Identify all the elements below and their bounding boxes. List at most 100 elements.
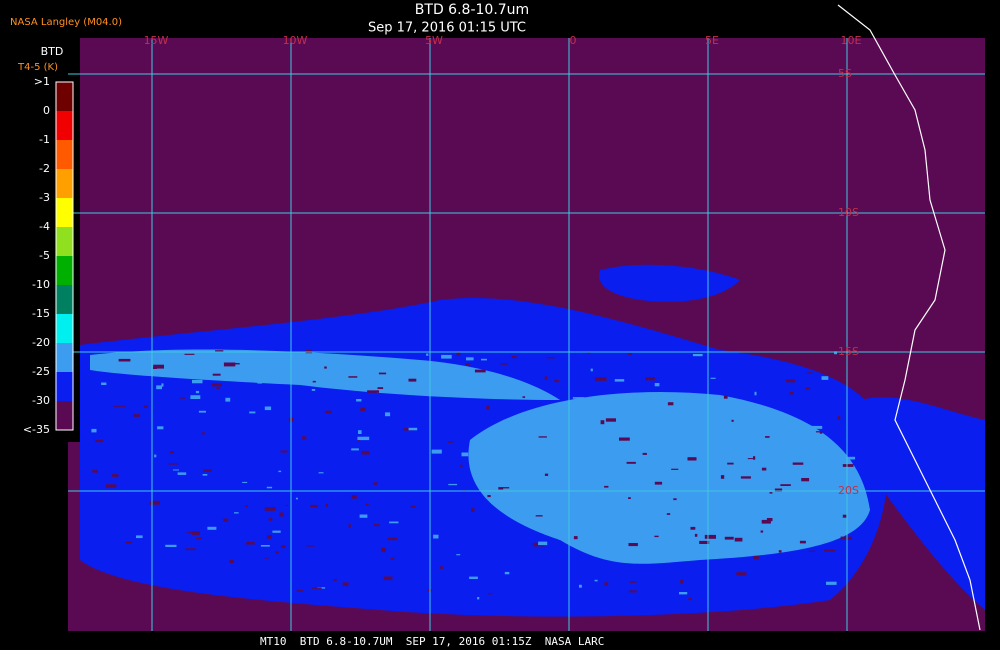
cloud-speckle bbox=[157, 426, 164, 430]
cloud-speckle bbox=[810, 432, 820, 436]
cloud-speckle bbox=[113, 357, 126, 360]
graticule bbox=[68, 38, 985, 631]
cloud-speckle bbox=[439, 566, 443, 569]
cloud-speckle bbox=[538, 436, 547, 438]
cloud-speckle bbox=[196, 537, 202, 539]
cloud-speckle bbox=[408, 378, 417, 382]
cloud-speckle bbox=[169, 451, 174, 454]
cloud-speckle bbox=[720, 475, 725, 479]
cloud-speckle bbox=[546, 459, 553, 463]
footer: MT10 BTD 6.8-10.7UM SEP 17, 2016 01:15Z … bbox=[260, 635, 604, 648]
cloud-speckle bbox=[558, 537, 568, 540]
cloud-speckle bbox=[324, 410, 332, 414]
cloud-speckle bbox=[158, 361, 165, 365]
cloud-speckle bbox=[433, 534, 439, 539]
colorbar-label: -30 bbox=[32, 394, 50, 407]
colorbar-swatch bbox=[56, 256, 73, 285]
cloud-speckle bbox=[504, 571, 510, 575]
cloud-speckle bbox=[372, 482, 378, 485]
cloud-speckle bbox=[312, 380, 316, 383]
cloud-speckle bbox=[840, 536, 852, 540]
cloud-speckle bbox=[373, 524, 380, 527]
cloud-speckle bbox=[383, 576, 393, 581]
cloud-speckle bbox=[727, 462, 734, 465]
cloud-speckle bbox=[503, 488, 515, 492]
cloud-speckle bbox=[544, 376, 548, 380]
colorbar-label: -4 bbox=[39, 220, 50, 233]
cloud-speckle bbox=[667, 402, 674, 406]
cloud-speckle bbox=[704, 534, 716, 539]
title: BTD 6.8-10.7um bbox=[415, 2, 529, 18]
cloud-speckle bbox=[156, 385, 162, 390]
cloud-speckle bbox=[448, 483, 458, 486]
cloud-speckle bbox=[806, 372, 813, 374]
cloud-speckle bbox=[481, 358, 487, 361]
cloud-speckle bbox=[212, 373, 221, 376]
cloud-speckle bbox=[153, 364, 164, 369]
cloud-speckle bbox=[185, 548, 197, 551]
cloud-speckle bbox=[272, 530, 281, 533]
longitude-label: 5W bbox=[425, 34, 443, 47]
coastline bbox=[837, 4, 981, 631]
cloud-speckle bbox=[486, 405, 490, 410]
colorbar-label: -15 bbox=[32, 307, 50, 320]
cloud-speckle bbox=[743, 551, 747, 553]
cloud-speckle bbox=[763, 453, 771, 457]
cloud-speckle bbox=[469, 576, 478, 579]
cloud-speckle bbox=[426, 353, 429, 356]
cloud-speckle bbox=[594, 377, 607, 381]
cloud-speckle bbox=[202, 474, 208, 476]
cloud-blue-patch bbox=[599, 264, 740, 302]
cloud-speckle bbox=[619, 437, 630, 441]
cloud-speckle bbox=[223, 518, 229, 522]
cloud-speckle bbox=[278, 470, 282, 473]
cloud-speckle bbox=[709, 490, 715, 494]
cloud-speckle bbox=[172, 469, 179, 471]
cloud-speckle bbox=[168, 463, 179, 465]
cloud-speckle bbox=[511, 356, 517, 359]
cloud-light-blue-band bbox=[90, 349, 560, 400]
cloud-speckle bbox=[456, 352, 461, 356]
cloud-speckle bbox=[627, 353, 632, 355]
cloud-speckle bbox=[460, 464, 463, 468]
cloud-speckle bbox=[348, 524, 351, 528]
cloud-speckle bbox=[325, 503, 328, 507]
cloud-speckle bbox=[161, 383, 164, 387]
cloud-speckle bbox=[358, 430, 362, 434]
cloud-speckle bbox=[191, 531, 200, 535]
cloud-speckle bbox=[216, 387, 221, 389]
cloud-speckle bbox=[821, 376, 829, 380]
cloud-speckle bbox=[144, 405, 148, 408]
colorbar-swatch bbox=[56, 401, 73, 430]
cloud-speckle bbox=[754, 391, 757, 396]
cloud-speckle bbox=[324, 366, 327, 369]
cloud-speckle bbox=[765, 436, 770, 438]
cloud-speckle bbox=[826, 581, 837, 585]
cloud-speckle bbox=[95, 439, 104, 443]
cloud-speckle bbox=[154, 454, 157, 458]
colorbar-swatch bbox=[56, 314, 73, 343]
colorbar-label: >1 bbox=[34, 75, 50, 88]
cloud-speckle bbox=[498, 487, 510, 490]
cloud-speckle bbox=[211, 383, 222, 387]
cloud-speckle bbox=[774, 488, 783, 492]
cloud-speckle bbox=[785, 379, 795, 383]
cloud-speckle bbox=[487, 495, 491, 498]
cloud-speckle bbox=[471, 508, 475, 512]
cloud-speckle bbox=[180, 397, 186, 399]
cloud-speckle bbox=[190, 395, 201, 399]
cloud-speckle bbox=[842, 514, 847, 518]
cloud-speckle bbox=[612, 507, 621, 510]
colorbar-swatch bbox=[56, 227, 73, 256]
cloud-speckle bbox=[318, 472, 324, 474]
cloud-speckle bbox=[799, 540, 806, 544]
cloud-speckle bbox=[357, 436, 370, 441]
colorbar-units: T4-5 (K) bbox=[17, 62, 58, 73]
cloud-speckle bbox=[234, 512, 239, 514]
cloud-speckle bbox=[710, 377, 716, 379]
cloud-speckle bbox=[626, 461, 636, 464]
cloud-speckle bbox=[587, 351, 590, 354]
cloud-speckle bbox=[266, 535, 272, 539]
colorbar bbox=[55, 81, 74, 431]
colorbar-swatch bbox=[56, 111, 73, 140]
